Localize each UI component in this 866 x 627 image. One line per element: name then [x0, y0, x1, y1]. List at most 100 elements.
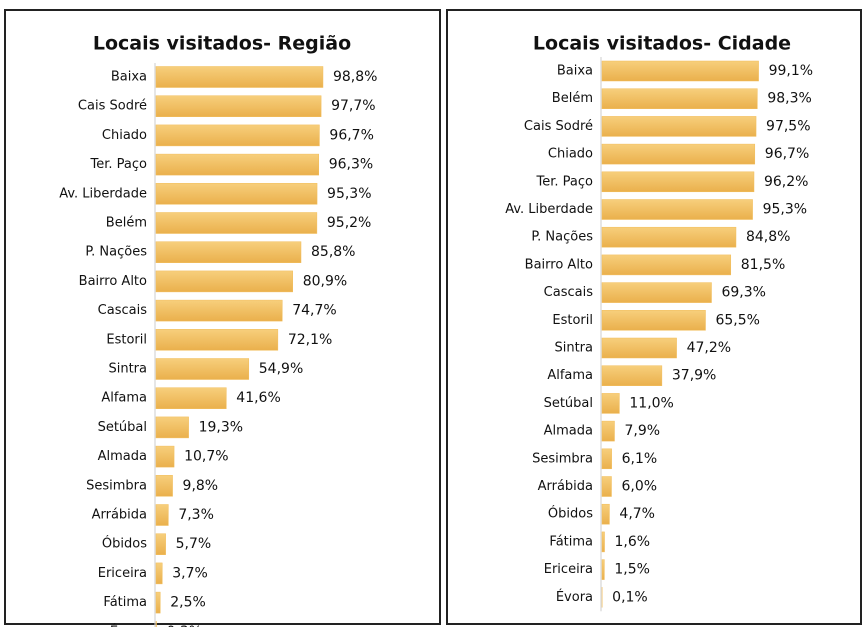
value-label: 37,9%: [672, 368, 716, 384]
category-label: Sintra: [108, 362, 147, 377]
value-label: 96,7%: [765, 146, 809, 162]
bar: [155, 153, 319, 176]
value-label: 69,3%: [721, 285, 765, 301]
category-label: Setúbal: [98, 420, 147, 435]
bar: [601, 531, 605, 553]
bar: [601, 254, 732, 276]
category-label: Óbidos: [102, 536, 147, 552]
value-label: 81,5%: [741, 257, 785, 273]
value-label: 10,7%: [184, 449, 228, 465]
bar: [155, 475, 173, 497]
bar: [155, 95, 322, 117]
chart-title: Locais visitados- Cidade: [533, 33, 791, 55]
value-label: 98,3%: [767, 91, 811, 107]
value-label: 95,3%: [763, 202, 807, 218]
bar: [155, 533, 166, 555]
bar: [601, 199, 753, 220]
category-label: Almada: [98, 449, 147, 464]
bar: [601, 559, 605, 580]
value-label: 97,5%: [766, 118, 810, 134]
value-label: 9,8%: [183, 478, 219, 494]
bar: [155, 591, 161, 614]
bar: [601, 448, 612, 470]
value-label: 80,9%: [303, 273, 347, 289]
value-label: 1,6%: [615, 534, 651, 550]
bar: [601, 476, 612, 497]
panel: [4, 9, 441, 625]
category-label: Chiado: [548, 147, 593, 162]
category-label: Belém: [552, 91, 593, 106]
bar: [601, 365, 663, 386]
category-label: Almada: [544, 424, 593, 439]
value-label: 84,8%: [746, 229, 790, 245]
category-label: Estoril: [106, 332, 147, 347]
bar: [155, 270, 293, 293]
category-label: Fátima: [103, 595, 147, 610]
category-label: Ter. Paço: [536, 174, 594, 189]
bar: [155, 183, 318, 205]
bar: [155, 504, 169, 526]
category-label: Ericeira: [544, 562, 593, 577]
value-label: 85,8%: [311, 244, 355, 260]
value-label: 96,2%: [764, 174, 808, 190]
bar: [601, 116, 757, 137]
bar: [155, 66, 324, 88]
value-label: 6,0%: [621, 479, 657, 495]
category-label: P. Nações: [85, 245, 147, 260]
category-label: Cais Sodré: [524, 119, 593, 134]
panel: [446, 9, 862, 625]
value-label: 11,0%: [629, 395, 673, 411]
bar: [155, 329, 279, 351]
value-label: 7,3%: [178, 507, 214, 523]
category-label: P. Nações: [531, 230, 593, 245]
bar: [601, 420, 615, 442]
bar: [601, 88, 758, 109]
category-label: Ter. Paço: [90, 157, 148, 172]
bar: [601, 171, 755, 193]
category-label: Bairro Alto: [525, 257, 593, 272]
category-label: Sesimbra: [86, 478, 147, 493]
value-label: 6,1%: [622, 451, 658, 467]
value-label: 65,5%: [715, 312, 759, 328]
category-label: Bairro Alto: [79, 274, 147, 289]
bar: [155, 299, 283, 322]
value-label: 1,5%: [614, 562, 650, 578]
value-label: 2,5%: [170, 595, 206, 611]
value-label: 54,9%: [259, 361, 303, 377]
bar: [601, 282, 712, 303]
category-label: Belém: [106, 216, 147, 231]
category-label: Estoril: [552, 313, 593, 328]
chart-title: Locais visitados- Região: [93, 33, 351, 55]
value-label: 99,1%: [769, 63, 813, 79]
value-label: 5,7%: [176, 536, 212, 552]
bar: [601, 226, 737, 248]
value-label: 4,7%: [619, 506, 655, 522]
category-label: Cascais: [544, 285, 594, 300]
bar: [601, 310, 706, 331]
value-label: 0,3%: [167, 624, 203, 627]
category-label: Fátima: [549, 534, 593, 549]
category-label: Baixa: [557, 64, 593, 79]
category-label: Arrábida: [92, 508, 147, 523]
value-label: 96,3%: [329, 157, 373, 173]
category-label: Sesimbra: [532, 451, 593, 466]
category-label: Setúbal: [544, 396, 593, 411]
value-label: 74,7%: [292, 303, 336, 319]
category-label: Cascais: [98, 303, 148, 318]
value-label: 0,1%: [612, 589, 648, 605]
value-label: 98,8%: [333, 69, 377, 85]
category-label: Chiado: [102, 128, 147, 143]
value-label: 95,2%: [327, 215, 371, 231]
bar: [601, 393, 620, 414]
category-label: Baixa: [111, 70, 147, 85]
category-label: Av. Liberdade: [59, 186, 147, 201]
category-label: Arrábida: [538, 479, 593, 494]
bar: [155, 212, 318, 234]
value-label: 47,2%: [687, 340, 731, 356]
bar: [155, 621, 157, 627]
category-label: Sintra: [554, 341, 593, 356]
value-label: 7,9%: [624, 423, 660, 439]
value-label: 41,6%: [236, 390, 280, 406]
category-label: Alfama: [547, 368, 593, 383]
